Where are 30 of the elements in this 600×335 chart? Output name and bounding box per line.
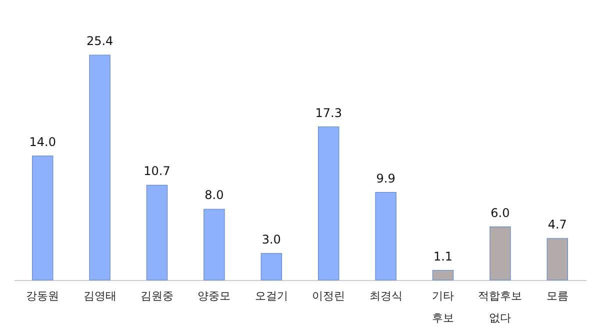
- bar: [146, 184, 168, 280]
- data-label: 4.7: [548, 217, 567, 232]
- x-tick-label: 양중모: [198, 290, 231, 302]
- bar: [204, 208, 225, 280]
- bar: [260, 253, 282, 280]
- data-label: 25.4: [86, 34, 114, 48]
- bar: [375, 192, 396, 280]
- data-label: 8.0: [204, 188, 224, 202]
- data-label: 9.9: [376, 171, 396, 186]
- x-tick-label: 이정린: [312, 290, 346, 302]
- x-tick-label: 적합후보 없다: [478, 290, 522, 324]
- data-label: 6.0: [490, 206, 510, 220]
- x-tick-label: 기타 후보: [432, 290, 454, 324]
- bar: [32, 156, 54, 280]
- data-label: 17.3: [315, 106, 342, 120]
- x-tick-label: 강동원: [26, 290, 60, 302]
- x-tick-label: 오걸기: [254, 290, 288, 302]
- bar: [546, 238, 568, 280]
- data-label: 10.7: [144, 164, 170, 178]
- bar: [490, 226, 511, 280]
- bar: [89, 54, 110, 280]
- x-tick-label: 최경식: [369, 290, 402, 302]
- bar: [432, 270, 454, 280]
- x-tick-label: 모름: [546, 290, 568, 302]
- x-tick-label: 김원중: [140, 290, 174, 302]
- data-label: 1.1: [433, 249, 453, 264]
- data-label: 14.0: [29, 134, 56, 149]
- x-tick-label: 김영태: [83, 290, 116, 302]
- data-label: 3.0: [262, 232, 281, 246]
- bar: [318, 126, 340, 280]
